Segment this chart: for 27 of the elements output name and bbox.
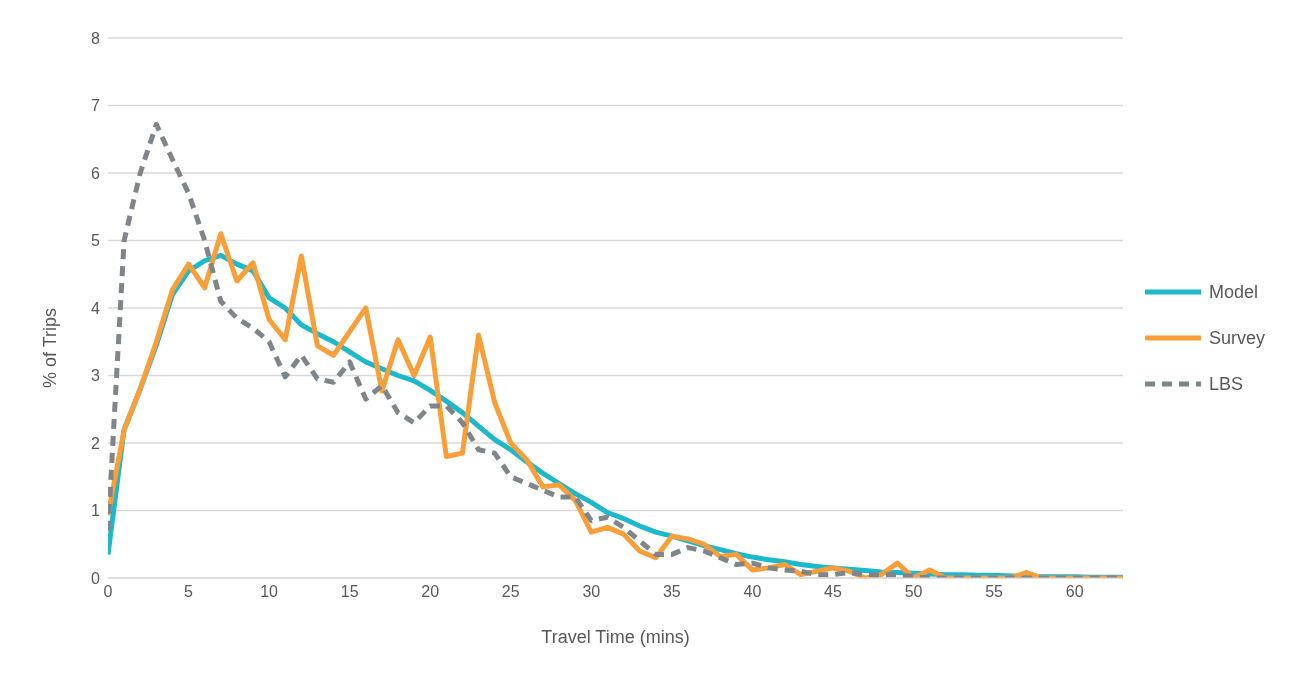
x-tick-label: 40 <box>743 583 762 601</box>
x-tick-label: 60 <box>1065 583 1084 601</box>
y-axis-title: % of Trips <box>40 308 61 389</box>
x-tick-label: 25 <box>501 583 520 601</box>
x-tick-label: 35 <box>662 583 681 601</box>
x-axis-title: Travel Time (mins) <box>541 626 690 647</box>
y-tick-label: 3 <box>91 367 101 385</box>
y-tick-label: 8 <box>91 29 101 47</box>
y-tick-label: 2 <box>91 434 101 452</box>
x-tick-label: 10 <box>260 583 279 601</box>
x-tick-label: 0 <box>103 583 113 601</box>
x-tick-label: 55 <box>985 583 1004 601</box>
y-tick-label: 5 <box>91 232 101 250</box>
y-tick-label: 6 <box>91 164 101 182</box>
x-tick-label: 20 <box>421 583 440 601</box>
legend-label: Survey <box>1208 327 1265 349</box>
y-tick-label: 1 <box>91 502 101 520</box>
x-tick-label: 50 <box>904 583 923 601</box>
legend-label: LBS <box>1208 373 1243 395</box>
y-tick-label: 0 <box>91 569 101 587</box>
x-tick-label: 30 <box>582 583 601 601</box>
y-tick-label: 7 <box>91 97 101 115</box>
x-tick-label: 5 <box>184 583 194 601</box>
x-tick-label: 45 <box>824 583 842 601</box>
y-tick-label: 4 <box>91 299 101 317</box>
x-tick-label: 15 <box>340 583 359 601</box>
legend-label: Model <box>1208 281 1258 303</box>
